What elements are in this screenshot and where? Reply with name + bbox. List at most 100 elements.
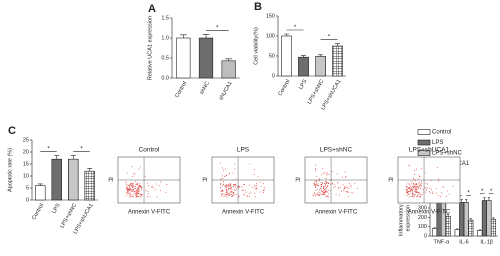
scatter-dot xyxy=(135,193,137,195)
scatter-dot xyxy=(322,193,324,195)
scatter-dot xyxy=(222,190,224,192)
scatter-dot xyxy=(407,182,409,184)
error-bar xyxy=(54,155,60,160)
scatter-dot xyxy=(132,187,133,189)
scatter-dot xyxy=(228,195,230,197)
scatter-dot xyxy=(415,182,417,184)
scatter-dot xyxy=(336,181,338,183)
scatter-dot xyxy=(223,184,224,186)
scatter-dot xyxy=(249,184,251,186)
scatter-dot xyxy=(412,187,414,189)
error-bar xyxy=(334,43,341,46)
significance-label: * xyxy=(481,189,484,195)
scatter-dot xyxy=(413,196,415,198)
scatter-dot xyxy=(242,193,244,195)
scatter-dot xyxy=(136,182,138,184)
scatter-dot xyxy=(231,191,233,193)
scatter-dot xyxy=(414,186,416,187)
scatter-dot xyxy=(318,191,320,193)
scatter-dot xyxy=(337,182,339,184)
scatter-dot xyxy=(348,182,350,184)
scatter-dot xyxy=(411,188,413,190)
scatter-dot xyxy=(226,186,228,187)
scatter-dot xyxy=(156,196,158,198)
scatter-dot xyxy=(220,184,222,186)
scatter-dot xyxy=(413,178,415,180)
scatter-dot xyxy=(229,185,231,187)
scatter-dot xyxy=(323,172,325,173)
scatter-dot xyxy=(225,186,227,188)
scatter-dot xyxy=(249,163,251,165)
scatter-dot xyxy=(436,188,438,190)
scatter-dot xyxy=(324,185,326,187)
scatter-dot xyxy=(438,180,439,182)
error-bar xyxy=(37,183,43,186)
error-bar xyxy=(447,214,450,217)
y-tick-label: 300 xyxy=(418,205,427,211)
scatter-dot xyxy=(416,168,417,170)
scatter-dot xyxy=(324,182,325,184)
scatter-dot xyxy=(321,185,323,187)
scatter-dot xyxy=(222,175,223,177)
y-tick-label: 0 xyxy=(272,73,275,79)
scatter-dot xyxy=(126,191,128,193)
scatter-dot xyxy=(344,171,346,173)
scatter-dot xyxy=(138,195,140,197)
scatter-dot xyxy=(230,190,232,192)
scatter-dot xyxy=(229,192,231,194)
scatter-dot xyxy=(408,190,409,192)
bar xyxy=(490,218,497,237)
scatter-dot xyxy=(252,187,254,189)
scatter-dot xyxy=(326,173,328,175)
scatter-dot xyxy=(352,192,354,194)
scatter-dot xyxy=(129,196,131,198)
scatter-dot xyxy=(344,186,345,188)
scatter-dot xyxy=(315,181,317,183)
scatter-dot xyxy=(347,191,349,193)
scatter-cloud xyxy=(405,164,454,198)
scatter-dot xyxy=(426,187,428,188)
scatter-dot xyxy=(328,182,329,184)
scatter-dot xyxy=(420,176,422,178)
scatter-dot xyxy=(318,178,320,180)
scatter-dot xyxy=(318,180,320,182)
scatter-dot xyxy=(136,192,138,194)
scatter-dot xyxy=(221,189,223,191)
scatter-dot xyxy=(229,172,231,174)
scatter-dot xyxy=(130,183,132,185)
scatter-dot xyxy=(248,195,250,197)
x-tick-label: IL-1β xyxy=(480,239,493,245)
bar xyxy=(463,202,469,237)
scatter-dot xyxy=(254,184,256,186)
scatter-dot xyxy=(149,196,151,198)
scatter-dot xyxy=(130,182,132,184)
scatter-dot xyxy=(319,178,321,180)
bar xyxy=(481,200,487,237)
scatter-dot xyxy=(230,191,232,193)
bar xyxy=(486,200,492,237)
scatter-dot xyxy=(155,183,157,185)
scatter-dot xyxy=(435,192,437,194)
scatter-dot xyxy=(254,192,256,194)
scatter-dot xyxy=(228,189,229,191)
scatter-dot xyxy=(222,167,223,169)
significance-label: * xyxy=(467,191,470,197)
error-bar xyxy=(179,34,187,38)
scatter-dot xyxy=(328,174,330,175)
scatter-dot xyxy=(325,178,327,180)
scatter-dot xyxy=(135,196,137,198)
scatter-dot xyxy=(130,189,132,191)
scatter-dot xyxy=(425,191,427,193)
scatter-cloud xyxy=(219,162,265,198)
scatter-dot xyxy=(132,183,134,185)
scatter-dot xyxy=(339,194,341,196)
error-bar xyxy=(460,199,463,203)
scatter-dot xyxy=(221,178,223,180)
scatter-dot xyxy=(131,166,133,168)
scatter-dot xyxy=(419,175,420,177)
x-tick-label: Control xyxy=(174,81,188,99)
scatter-dot xyxy=(414,188,416,190)
scatter-dot xyxy=(223,183,225,185)
scatter-dot xyxy=(129,184,131,186)
bar xyxy=(468,219,474,237)
